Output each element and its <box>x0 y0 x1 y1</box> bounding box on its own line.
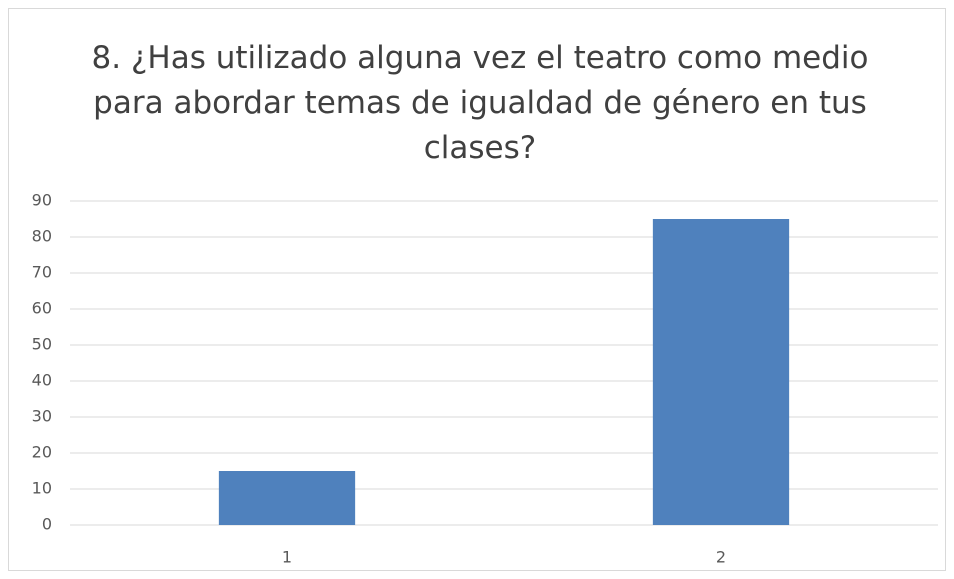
y-tick-label: 80 <box>32 227 52 246</box>
y-tick-label: 40 <box>32 371 52 390</box>
y-tick-label: 30 <box>32 407 52 426</box>
chart-border <box>8 8 946 571</box>
x-tick-label: 2 <box>716 548 726 567</box>
y-tick-label: 10 <box>32 479 52 498</box>
y-tick-label: 70 <box>32 263 52 282</box>
y-tick-label: 90 <box>32 191 52 210</box>
x-tick-label: 1 <box>282 548 292 567</box>
y-tick-label: 0 <box>42 515 52 534</box>
chart-title: 8. ¿Has utilizado alguna vez el teatro c… <box>91 40 869 166</box>
bar <box>218 471 356 525</box>
y-tick-label: 50 <box>32 335 52 354</box>
bar <box>652 219 790 525</box>
y-tick-label: 20 <box>32 443 52 462</box>
y-tick-label: 60 <box>32 299 52 318</box>
